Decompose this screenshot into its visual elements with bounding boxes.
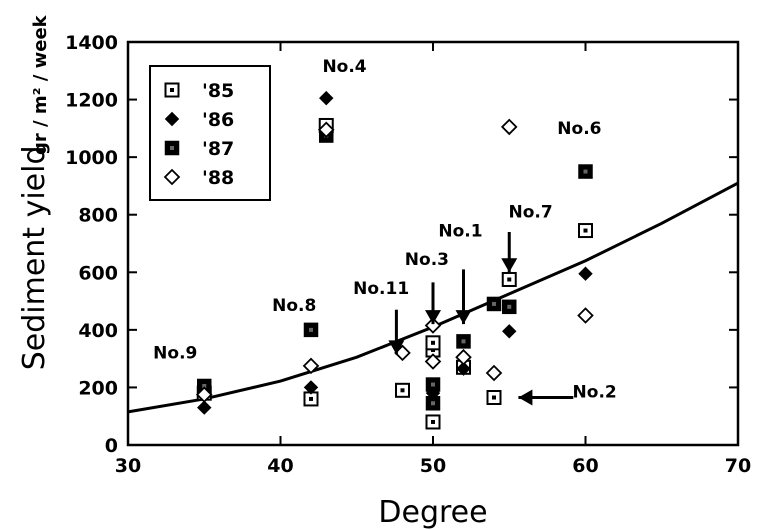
data-point <box>455 348 472 366</box>
legend-label: '88 <box>202 167 234 189</box>
annotation-label: No.4 <box>322 57 366 77</box>
y-tick-label: 1400 <box>65 32 118 54</box>
annotation-arrow <box>518 389 574 406</box>
data-point-dot <box>492 395 496 400</box>
data-point-dot <box>431 401 435 406</box>
annotation-label: No.11 <box>353 279 409 299</box>
data-point <box>502 324 517 339</box>
data-point <box>485 364 503 382</box>
data-point <box>195 386 213 403</box>
data-point-dot <box>400 388 405 393</box>
arrow-head <box>425 310 441 325</box>
data-point <box>302 357 320 375</box>
data-point-dot <box>202 383 207 388</box>
legend-marker <box>163 168 181 186</box>
annotation-label: No.7 <box>508 203 552 223</box>
y-tick-label: 0 <box>105 435 118 457</box>
y-tick-label: 800 <box>78 205 118 227</box>
annotation-arrow <box>425 282 441 325</box>
data-point-dot <box>492 301 496 306</box>
y-tick-label: 400 <box>78 320 118 342</box>
data-point-dot <box>309 396 313 401</box>
data-point <box>577 307 594 324</box>
annotation-label: No.8 <box>272 296 316 316</box>
x-axis-title: Degree <box>378 495 487 530</box>
arrows-group <box>388 231 574 406</box>
legend-item: '85 <box>164 80 234 102</box>
y-tick-label: 200 <box>78 377 118 399</box>
arrow-head <box>388 340 405 355</box>
series-2 <box>197 128 593 411</box>
annotation-arrow <box>501 231 518 273</box>
data-point <box>500 118 518 136</box>
arrow-head <box>501 258 518 273</box>
y-axis-title: Sediment yield <box>17 145 52 370</box>
legend-label: '87 <box>202 138 234 160</box>
annotation-label: No.2 <box>573 383 617 403</box>
data-point-dot <box>507 277 512 282</box>
x-tick-label: 70 <box>725 455 751 477</box>
legend-item: '87 <box>164 138 234 160</box>
data-point <box>456 361 471 376</box>
data-point-dot <box>431 340 435 345</box>
legend-label: '85 <box>202 80 234 102</box>
legend-item: '86 <box>164 109 234 131</box>
annotation-label: No.9 <box>153 344 197 364</box>
data-point-dot <box>431 382 435 387</box>
legend-label: '86 <box>202 109 234 131</box>
x-tick-label: 60 <box>572 455 598 477</box>
data-point-dot <box>431 419 435 424</box>
data-point <box>424 353 442 370</box>
y-tick-label: 1200 <box>65 90 118 112</box>
data-point-dot <box>583 228 588 233</box>
legend-marker <box>164 111 180 127</box>
data-point <box>317 121 335 139</box>
y-axis-unit: gr / m² / week <box>30 14 51 155</box>
data-point-dot <box>583 169 588 174</box>
annotation-arrow <box>388 309 405 355</box>
axes-group: 30 40 50 60 70 0 200 400 600 800 1000 1200 1400 <box>65 32 751 477</box>
data-point-dot <box>309 327 313 332</box>
data-point <box>303 380 319 395</box>
annotation-label: No.6 <box>557 119 601 139</box>
annotation-arrow <box>455 269 472 325</box>
data-point <box>197 400 212 415</box>
data-point <box>578 266 593 281</box>
x-tick-label: 30 <box>115 455 141 477</box>
legend-marker-dot <box>170 88 174 92</box>
y-tick-label: 600 <box>78 262 118 284</box>
data-point <box>319 90 334 106</box>
data-point-dot <box>507 304 512 309</box>
arrow-head <box>455 310 472 325</box>
data-point <box>424 317 442 334</box>
y-tick-label: 1000 <box>65 147 118 169</box>
annotations-group: No.9 No.8 No.4 No.11 No.3 No.1 No.7 No.6 No.2 <box>153 57 617 402</box>
data-points-group <box>195 90 594 430</box>
series-3 <box>195 118 594 403</box>
legend-marker-dot <box>170 146 174 150</box>
x-tick-label: 40 <box>267 455 293 477</box>
annotation-label: No.3 <box>405 250 449 270</box>
annotation-label: No.1 <box>438 221 482 241</box>
legend: '85 '86 '87 '88 <box>149 65 271 201</box>
x-tick-label: 50 <box>420 455 446 477</box>
arrow-head <box>518 389 533 406</box>
data-point-dot <box>461 339 466 344</box>
legend-item: '88 <box>163 167 234 189</box>
